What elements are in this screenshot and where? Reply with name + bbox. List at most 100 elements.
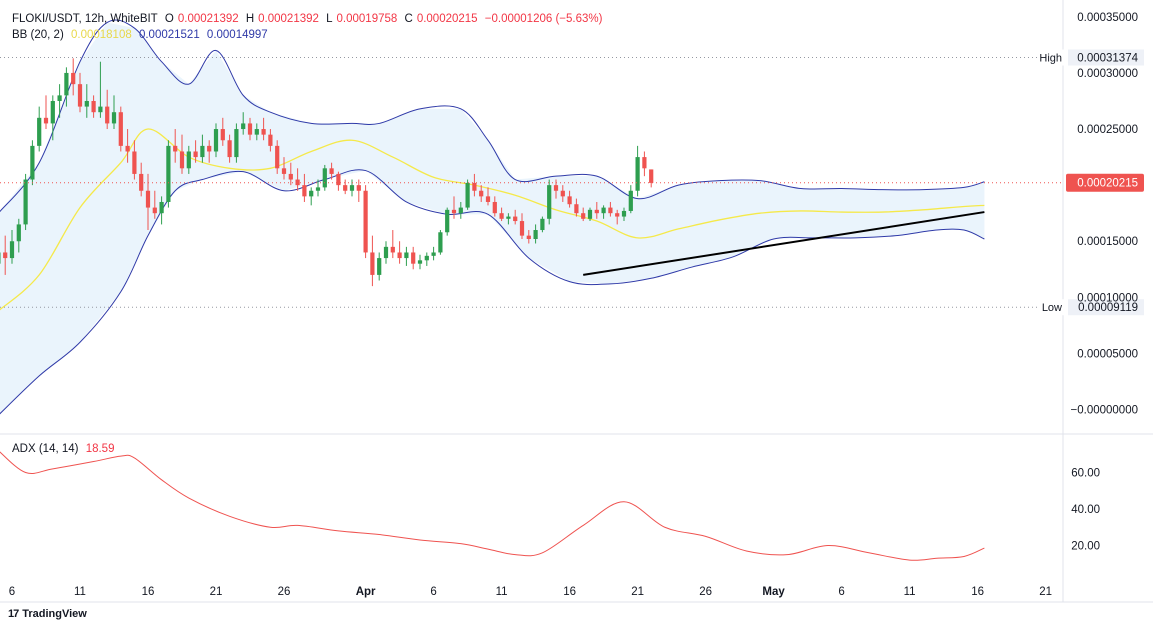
candle-body <box>179 151 185 169</box>
candle-up <box>458 201 463 219</box>
candle-body <box>642 157 647 169</box>
candle-body <box>383 246 389 259</box>
candle-body <box>499 213 504 219</box>
candle-body <box>479 190 484 197</box>
candle-body <box>513 216 518 222</box>
bollinger-upper-value: 0.00021521 <box>138 29 200 41</box>
candle-up <box>540 216 545 233</box>
candle-down <box>3 235 8 275</box>
candle-up <box>23 173 28 231</box>
time-tick-label: 16 <box>563 586 576 598</box>
bollinger-legend[interactable]: BB (20, 2) 0.00018108 0.00021521 0.00014… <box>12 29 272 41</box>
candle-up <box>628 185 633 214</box>
bollinger-lines <box>0 19 985 415</box>
candle-down <box>152 190 157 219</box>
time-tick-label: 11 <box>74 586 86 598</box>
candle-body <box>37 117 42 146</box>
adx-tick-label: 40.00 <box>1071 504 1100 516</box>
tradingview-text: TradingView <box>22 608 87 620</box>
candle-body <box>166 145 171 202</box>
candle-down <box>608 201 613 217</box>
time-axis[interactable]: 6 11 16 21 26 Apr 6 11 16 21 26 May 6 11 16 21 <box>9 586 1052 598</box>
high-label: H <box>245 13 255 25</box>
candle-down <box>71 58 76 96</box>
bollinger-lower-value: 0.00014997 <box>206 29 268 41</box>
candle-up <box>111 95 117 130</box>
candle-down <box>642 151 647 177</box>
candle-down <box>193 140 198 163</box>
adx-legend[interactable]: ADX (14, 14) 18.59 <box>12 443 118 455</box>
bollinger-lower-line <box>0 169 985 415</box>
candle-up <box>445 207 450 236</box>
candle-body <box>431 252 436 256</box>
candle-body <box>540 218 545 231</box>
price-tick-label: 0.00015000 <box>1077 236 1138 248</box>
candle-body <box>322 168 327 188</box>
candle-body <box>241 123 246 130</box>
candle-up <box>254 123 259 141</box>
candle-body <box>417 260 423 264</box>
candle-down <box>397 241 402 264</box>
candle-up <box>438 230 443 255</box>
candle-down <box>295 168 300 191</box>
support-trendline <box>583 211 985 276</box>
change-value: −0.00001206 (−5.63%) <box>484 13 603 25</box>
high-label: High <box>1039 53 1062 65</box>
candle-body <box>207 145 212 152</box>
candle-up <box>621 207 627 222</box>
candle-body <box>587 209 593 219</box>
adx-legend-name[interactable]: ADX (14, 14) <box>12 443 79 455</box>
candle-body <box>200 145 205 158</box>
candle-body <box>302 185 307 197</box>
bollinger-legend-name[interactable]: BB (20, 2) <box>12 29 64 41</box>
time-tick-label: 11 <box>904 586 916 598</box>
open-value: 0.00021392 <box>177 13 239 25</box>
adx-line <box>0 451 985 561</box>
candle-body <box>356 185 361 191</box>
candle-up <box>601 205 606 219</box>
candle-up <box>16 218 21 253</box>
candle-down <box>411 246 416 270</box>
candle-body <box>424 255 429 261</box>
candle-down <box>451 196 457 219</box>
bollinger-band-fill <box>0 22 985 414</box>
candle-up <box>424 252 429 266</box>
candle-body <box>268 134 273 146</box>
candle-up <box>315 179 321 197</box>
time-tick-label: 11 <box>496 586 508 598</box>
time-tick-label: May <box>762 586 785 598</box>
candle-down <box>118 106 123 152</box>
candle-body <box>458 207 463 214</box>
candle-body <box>91 100 96 113</box>
price-tick-label: 0.00035000 <box>1077 12 1138 24</box>
candle-body <box>438 232 443 253</box>
candle-down <box>145 173 151 231</box>
symbol-title[interactable]: FLOKI/USDT, 12h, WhiteBIT <box>12 13 158 25</box>
candle-body <box>519 221 525 236</box>
candle-body <box>390 246 395 253</box>
candle-body <box>553 185 559 191</box>
candle-body <box>43 117 49 124</box>
candle-up <box>37 106 42 152</box>
candle-body <box>649 169 654 183</box>
price-tick-label: 0.00030000 <box>1077 68 1138 80</box>
candle-up <box>465 179 470 210</box>
high-low-lines: High 0.00031374 Low 0.00009119 0.00020215 <box>0 49 1144 316</box>
candle-body <box>615 213 620 217</box>
candle-down <box>227 134 232 163</box>
candle-down <box>261 117 266 141</box>
price-axis[interactable]: 0.00035000 0.00030000 0.00025000 0.00015000… <box>1071 12 1138 417</box>
candle-body <box>397 252 402 259</box>
candle-body <box>363 190 368 253</box>
low-label: Low <box>1042 302 1062 314</box>
candle-up <box>9 230 15 264</box>
tradingview-attribution[interactable]: 17 TradingView <box>8 608 87 620</box>
candle-down <box>581 207 586 222</box>
candle-body <box>336 173 341 186</box>
candle-up <box>383 241 389 264</box>
candle-down <box>91 95 96 118</box>
candle-body <box>560 190 565 197</box>
adx-axis[interactable]: 60.00 40.00 20.00 <box>1071 468 1100 553</box>
